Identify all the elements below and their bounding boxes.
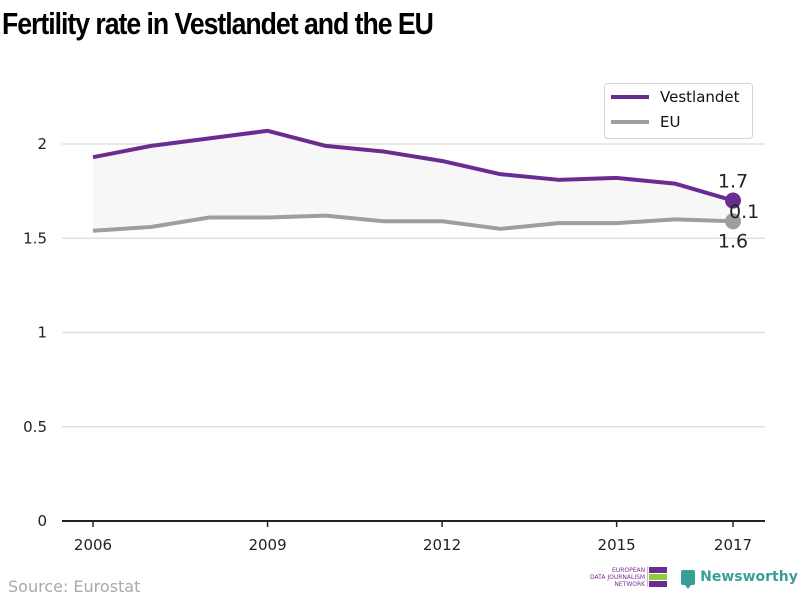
newsworthy-logo: Newsworthy [681, 569, 798, 589]
legend[interactable]: Vestlandet EU [604, 83, 753, 139]
x-tick-label: 2009 [248, 536, 286, 554]
fill-between-area [93, 130, 733, 231]
logos: EUROPEAN DATA JOURNALISM NETWORK Newswor… [590, 565, 798, 589]
series-lines [92, 128, 734, 233]
x-tick-label: 2015 [598, 536, 636, 554]
ejn-logo: EUROPEAN DATA JOURNALISM NETWORK [590, 566, 668, 588]
series-line-vestlandet [92, 128, 734, 203]
series-line-eu [92, 213, 734, 233]
y-tick-label: 0 [37, 512, 47, 530]
newsworthy-chart-icon [681, 569, 696, 589]
ejn-line-1: EUROPEAN [612, 566, 646, 574]
x-axis: 2006 2009 2012 2015 2017 [62, 520, 765, 554]
ejn-line-2: DATA JOURNALISM [590, 573, 646, 581]
legend-label-vestlandet: Vestlandet [660, 88, 740, 106]
y-axis: 0 0.5 1 1.5 2 [23, 135, 47, 530]
x-tick-label: 2006 [74, 536, 112, 554]
end-point-vestlandet [725, 192, 741, 209]
y-tick-label: 1 [37, 324, 47, 342]
end-label-eu: 1.6 [718, 230, 748, 252]
end-label-vestlandet: 1.7 [718, 171, 748, 193]
end-points: 1.7 1.6 0.1 [718, 171, 759, 253]
x-tick-label: 2012 [423, 536, 461, 554]
chart-title: Fertility rate in Vestlandet and the EU [2, 6, 434, 41]
legend-label-eu: EU [660, 113, 680, 131]
y-tick-label: 2 [37, 135, 47, 153]
difference-label: 0.1 [729, 201, 759, 223]
y-tick-label: 0.5 [23, 418, 47, 436]
newsworthy-text: Newsworthy [700, 569, 798, 585]
ejn-bars-icon [647, 567, 668, 587]
end-point-eu [725, 213, 741, 230]
x-tick-label: 2017 [714, 536, 752, 554]
y-tick-label: 1.5 [23, 229, 47, 247]
ejn-line-3: NETWORK [614, 580, 646, 588]
source-note: Source: Eurostat [8, 577, 141, 596]
